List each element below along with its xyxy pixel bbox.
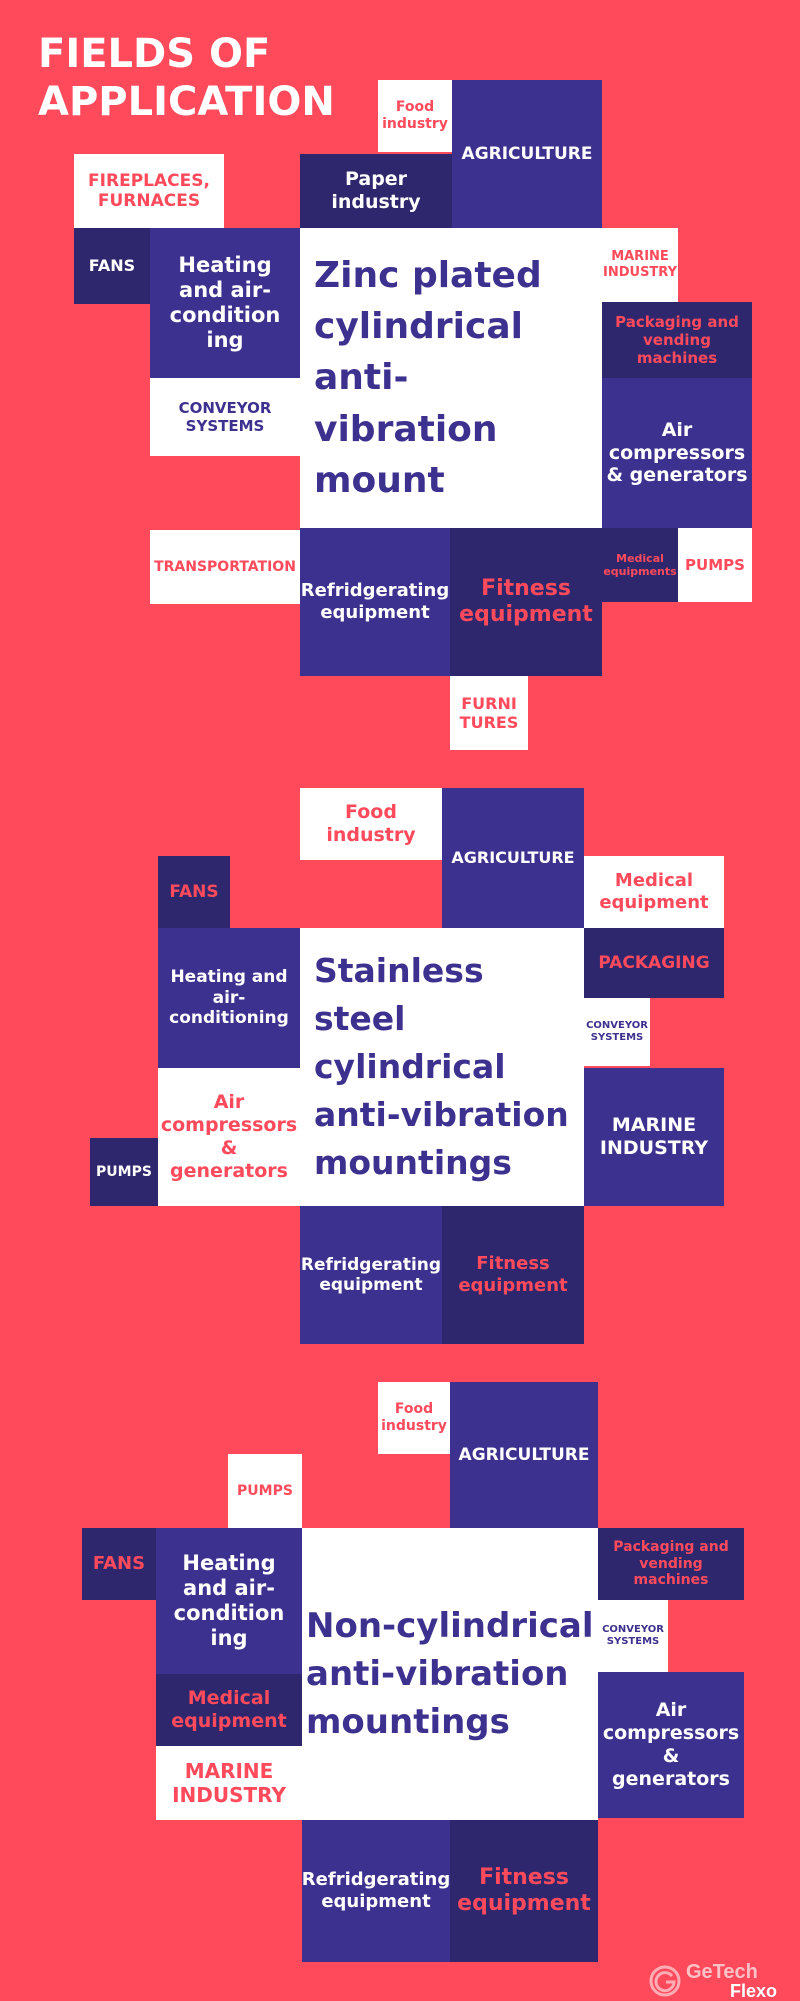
tile-medical-equipment: Medical equipment xyxy=(156,1674,302,1746)
tile-packaging: PACKAGING xyxy=(584,928,724,998)
tile-furnitures: FURNI TURES xyxy=(450,676,528,750)
logo-brand: GeTech xyxy=(686,1961,758,1983)
tile-transportation: TRANSPORTATION xyxy=(150,530,300,604)
product-title: Non-cylindrical anti-vibration mountings xyxy=(302,1528,598,1820)
tile-refrigerating-equipment: Refridgerating equipment xyxy=(300,1206,442,1344)
tile-conveyor-systems: CONVEYOR SYSTEMS xyxy=(584,998,650,1066)
tile-fitness-equipment: Fitness equipment xyxy=(450,1820,598,1962)
gear-g-icon xyxy=(649,1965,681,1997)
product-title: Stainless steel cylindrical anti-vibrati… xyxy=(300,928,584,1206)
tile-air-compressors: Air compressors & generators xyxy=(158,1068,300,1206)
tile-food-industry: Food industry xyxy=(378,80,452,152)
tile-fireplaces-furnaces: FIREPLACES, FURNACES xyxy=(74,154,224,228)
logo-product: Flexo xyxy=(730,1981,778,2001)
brand-logo: GeTech Flexo xyxy=(648,1962,798,2000)
tile-refrigerating-equipment: Refridgerating equipment xyxy=(302,1820,450,1962)
product-title: Zinc plated cylindrical anti-vibration m… xyxy=(300,228,602,528)
tile-heating-air-conditioning: Heating and air-condition ing xyxy=(150,228,300,378)
tile-fitness-equipment: Fitness equipment xyxy=(442,1206,584,1344)
tile-pumps: PUMPS xyxy=(228,1454,302,1528)
tile-fitness-equipment: Fitness equipment xyxy=(450,528,602,676)
tile-food-industry: Food industry xyxy=(300,788,442,860)
tile-conveyor-systems: CONVEYOR SYSTEMS xyxy=(150,378,300,456)
page-title: FIELDS OF APPLICATION xyxy=(38,31,335,125)
tile-packaging-vending: Packaging and vending machines xyxy=(602,302,752,378)
tile-agriculture: AGRICULTURE xyxy=(452,80,602,228)
tile-heating-air-conditioning: Heating and air-conditioning xyxy=(158,928,300,1068)
tile-agriculture: AGRICULTURE xyxy=(442,788,584,928)
tile-marine-industry: MARINE INDUSTRY xyxy=(156,1746,302,1820)
tile-air-compressors: Air compressors & generators xyxy=(598,1672,744,1818)
tile-fans: FANS xyxy=(82,1528,156,1600)
tile-packaging-vending: Packaging and vending machines xyxy=(598,1528,744,1600)
tile-medical-equipments: Medical equipments xyxy=(602,528,678,602)
tile-air-compressors: Air compressors & generators xyxy=(602,378,752,528)
tile-marine-industry: MARINE INDUSTRY xyxy=(584,1068,724,1206)
tile-pumps: PUMPS xyxy=(678,528,752,602)
tile-food-industry: Food industry xyxy=(378,1382,450,1454)
tile-conveyor-systems: CONVEYOR SYSTEMS xyxy=(598,1600,668,1672)
tile-pumps: PUMPS xyxy=(90,1138,158,1206)
tile-marine-industry: MARINE INDUSTRY xyxy=(602,228,678,302)
tile-paper-industry: Paper industry xyxy=(300,154,452,228)
tile-fans: FANS xyxy=(74,228,150,304)
tile-refrigerating-equipment: Refridgerating equipment xyxy=(300,528,450,676)
tile-medical-equipment: Medical equipment xyxy=(584,856,724,928)
tile-agriculture: AGRICULTURE xyxy=(450,1382,598,1528)
tile-heating-air-conditioning: Heating and air-condition ing xyxy=(156,1528,302,1674)
tile-fans: FANS xyxy=(158,856,230,928)
